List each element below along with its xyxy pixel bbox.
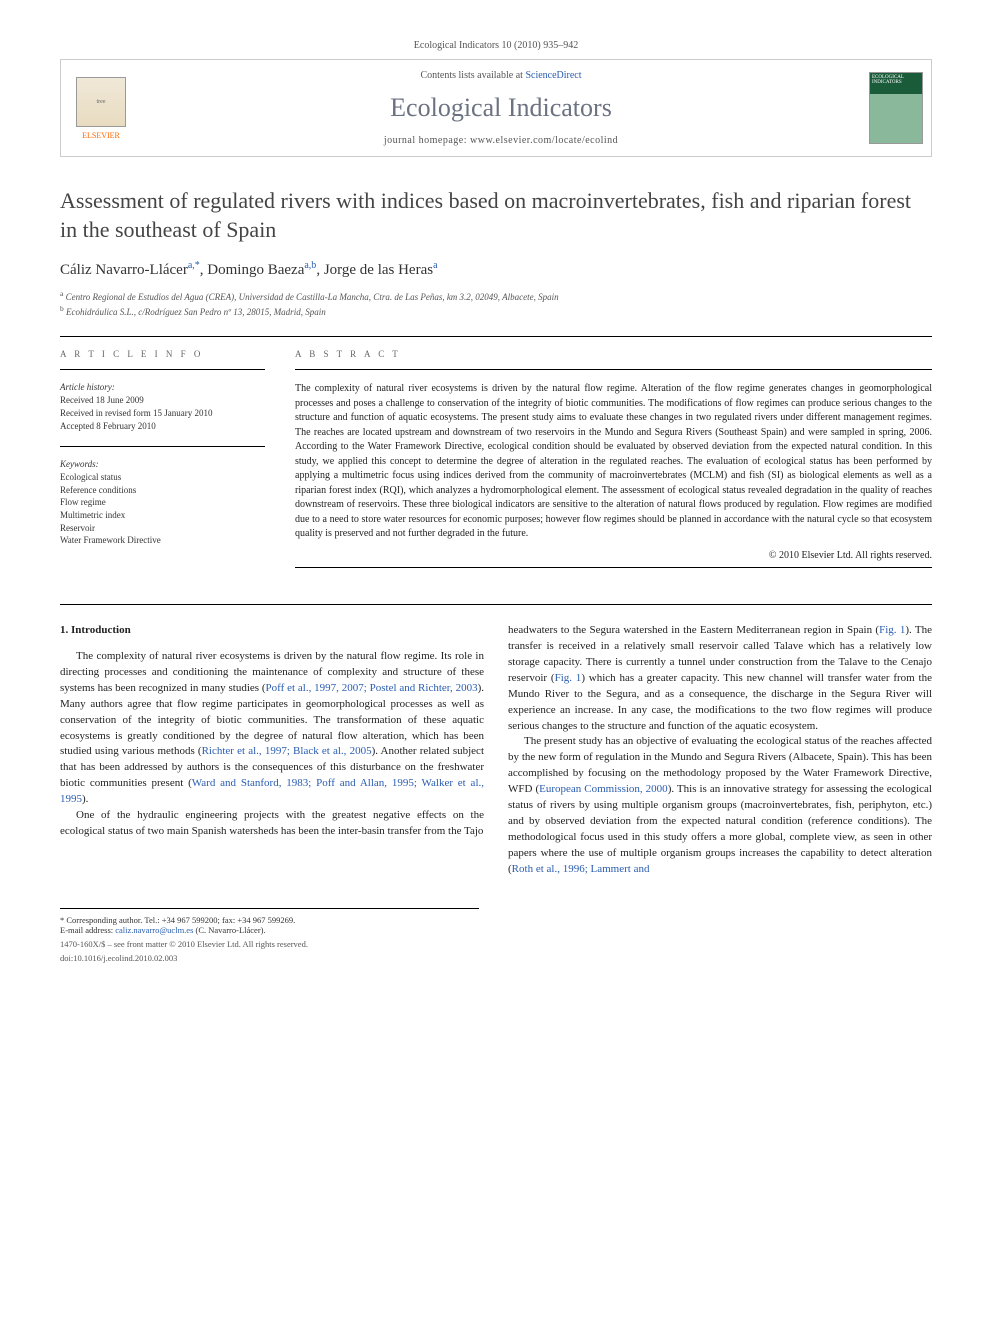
sciencedirect-link[interactable]: ScienceDirect [525, 70, 581, 81]
article-info: A R T I C L E I N F O Article history: R… [60, 349, 265, 580]
abstract-text: The complexity of natural river ecosyste… [295, 382, 932, 542]
body-paragraph: The complexity of natural river ecosyste… [60, 649, 484, 808]
corresponding-email: E-mail address: caliz.navarro@uclm.es (C… [60, 925, 479, 935]
header-citation: Ecological Indicators 10 (2010) 935–942 [60, 40, 932, 51]
homepage-prefix: journal homepage: [384, 135, 470, 146]
footer-issn: 1470-160X/$ – see front matter © 2010 El… [60, 939, 479, 949]
abstract: A B S T R A C T The complexity of natura… [295, 349, 932, 580]
divider [60, 446, 265, 447]
keyword: Multimetric index [60, 509, 265, 522]
elsevier-tree-icon: tree [76, 77, 126, 127]
contents-availability: Contents lists available at ScienceDirec… [151, 70, 851, 81]
divider [295, 369, 932, 370]
body-column-left: 1. Introduction The complexity of natura… [60, 623, 484, 878]
body-paragraph: The present study has an objective of ev… [508, 734, 932, 877]
footnotes: * Corresponding author. Tel.: +34 967 59… [60, 908, 479, 935]
keyword: Ecological status [60, 471, 265, 484]
body-paragraph: headwaters to the Segura watershed in th… [508, 623, 932, 735]
affiliation-a: a Centro Regional de Estudios del Agua (… [60, 289, 932, 304]
contents-prefix: Contents lists available at [420, 70, 525, 81]
citation-link[interactable]: European Commission, 2000 [539, 783, 668, 795]
info-abstract-row: A R T I C L E I N F O Article history: R… [60, 349, 932, 580]
history-label: Article history: [60, 382, 265, 392]
corresponding-author: * Corresponding author. Tel.: +34 967 59… [60, 915, 479, 925]
section-divider [60, 604, 932, 605]
journal-cover-thumbnail: ECOLOGICAL INDICATORS [869, 72, 923, 144]
homepage-url[interactable]: www.elsevier.com/locate/ecolind [470, 135, 618, 146]
citation-link[interactable]: Roth et al., 1996; Lammert and [512, 863, 650, 875]
article-title: Assessment of regulated rivers with indi… [60, 187, 932, 244]
elsevier-logo: tree ELSEVIER [61, 60, 141, 156]
journal-header-center: Contents lists available at ScienceDirec… [141, 60, 861, 156]
journal-name: Ecological Indicators [151, 93, 851, 123]
footer-doi: doi:10.1016/j.ecolind.2010.02.003 [60, 953, 479, 963]
affiliation-b: b Ecohidráulica S.L., c/Rodríguez San Pe… [60, 304, 932, 319]
body-column-right: headwaters to the Segura watershed in th… [508, 623, 932, 878]
abstract-copyright: © 2010 Elsevier Ltd. All rights reserved… [295, 550, 932, 561]
section-number: 1. [60, 624, 68, 636]
history-received: Received 18 June 2009 [60, 394, 265, 407]
section-title: Introduction [71, 624, 131, 636]
figure-link[interactable]: Fig. 1 [879, 624, 905, 636]
abstract-heading: A B S T R A C T [295, 349, 932, 359]
affiliations: a Centro Regional de Estudios del Agua (… [60, 289, 932, 318]
citation-link[interactable]: Poff et al., 1997, 2007; Postel and Rich… [266, 682, 478, 694]
history-revised: Received in revised form 15 January 2010 [60, 407, 265, 420]
citation-link[interactable]: Richter et al., 1997; Black et al., 2005 [202, 745, 372, 757]
divider [295, 567, 932, 568]
email-link[interactable]: caliz.navarro@uclm.es [115, 925, 193, 935]
keywords-label: Keywords: [60, 459, 265, 469]
keyword: Water Framework Directive [60, 534, 265, 547]
divider [60, 369, 265, 370]
keyword: Reservoir [60, 522, 265, 535]
body-paragraph: One of the hydraulic engineering project… [60, 808, 484, 840]
keyword: Flow regime [60, 496, 265, 509]
section-heading: 1. Introduction [60, 623, 484, 639]
keyword: Reference conditions [60, 484, 265, 497]
elsevier-label: ELSEVIER [82, 131, 120, 140]
article-info-heading: A R T I C L E I N F O [60, 349, 265, 359]
divider [60, 336, 932, 337]
body-columns: 1. Introduction The complexity of natura… [60, 623, 932, 878]
journal-header: tree ELSEVIER Contents lists available a… [60, 59, 932, 157]
journal-homepage: journal homepage: www.elsevier.com/locat… [151, 135, 851, 146]
figure-link[interactable]: Fig. 1 [555, 672, 582, 684]
history-accepted: Accepted 8 February 2010 [60, 420, 265, 433]
journal-cover: ECOLOGICAL INDICATORS [861, 60, 931, 156]
author-list: Cáliz Navarro-Llácera,*, Domingo Baezaa,… [60, 260, 932, 279]
